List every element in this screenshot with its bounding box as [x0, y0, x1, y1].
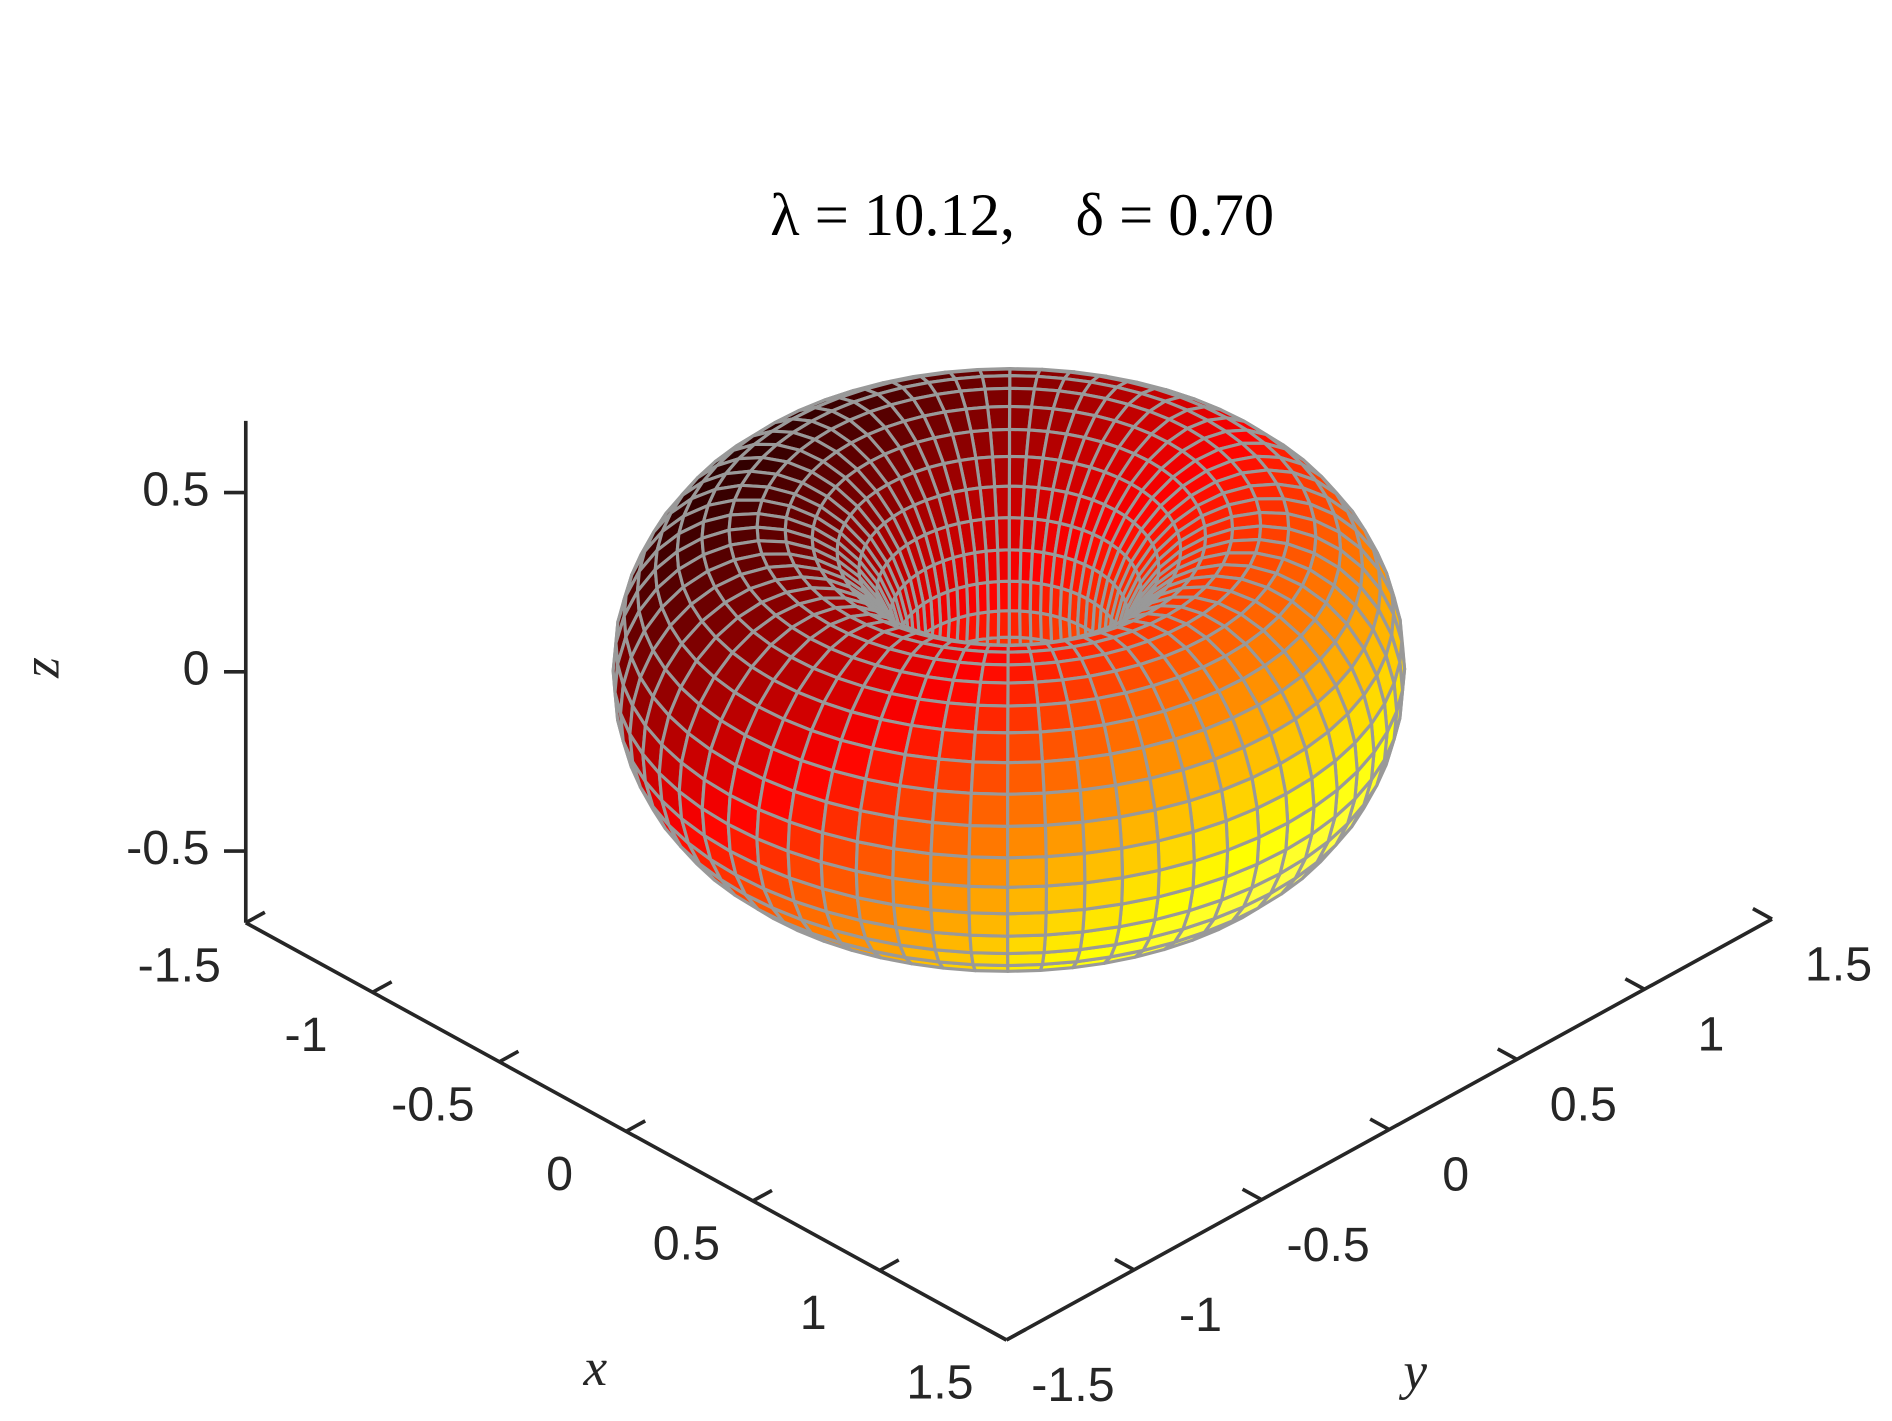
x-tick-label: 1 — [800, 1286, 827, 1340]
x-tick-label: -1.5 — [138, 938, 221, 992]
axes: -1.5 -1 -0.5 0 0.5 1 1.5 -1.5 -1 -0.5 0 0.5 1 1.5 -0.5… — [126, 420, 1872, 1412]
surface-face — [1006, 884, 1048, 916]
surface-face — [969, 760, 1010, 796]
y-tick-label: 1 — [1697, 1007, 1724, 1061]
surface-face — [933, 757, 975, 795]
y-tick-label: -1.5 — [1031, 1358, 1114, 1412]
surface-face — [968, 933, 1010, 956]
surface-face — [941, 701, 980, 734]
surface-face — [1006, 703, 1042, 735]
y-tick — [1496, 1047, 1518, 1061]
y-tick-label: -1 — [1179, 1288, 1222, 1342]
surface-face — [967, 855, 1010, 889]
y-tick-label: -0.5 — [1286, 1218, 1369, 1272]
x-tick — [878, 1258, 900, 1273]
surface-face — [1006, 933, 1047, 956]
surface-face — [1006, 911, 1048, 938]
y-tick — [1624, 977, 1646, 991]
surface-face — [1006, 760, 1046, 796]
y-tick — [986, 1327, 1008, 1342]
y-tick — [1369, 1117, 1391, 1132]
z-tick-label: -0.5 — [126, 821, 209, 875]
surface-face — [1040, 757, 1082, 795]
x-tick-label: 0 — [546, 1147, 573, 1201]
surface-face — [937, 728, 977, 764]
surface-face — [968, 791, 1010, 828]
y-tick — [1241, 1187, 1263, 1202]
z-axis-label: z — [11, 657, 70, 679]
x-axis — [244, 921, 1008, 1342]
y-tick-label: 1.5 — [1805, 937, 1872, 991]
surface-face — [967, 911, 1010, 938]
x-tick — [752, 1188, 773, 1203]
x-axis-label: x — [582, 1338, 607, 1397]
x-tick — [625, 1119, 647, 1133]
surface-face — [967, 884, 1010, 916]
y-tick-label: 0 — [1442, 1148, 1469, 1202]
surface-face — [1033, 678, 1070, 707]
surface-face — [1006, 730, 1044, 765]
surface-face — [931, 788, 973, 828]
surface-face — [973, 703, 1010, 735]
x-tick-label: -0.5 — [391, 1078, 474, 1132]
surface-face — [864, 746, 907, 788]
surface-face — [976, 680, 1010, 708]
chart-title: λ = 10.12, δ = 0.70 — [770, 182, 1274, 249]
surface-face — [929, 820, 972, 859]
surface-face — [1006, 662, 1038, 685]
surface-face — [1006, 855, 1048, 889]
surface-face — [1006, 680, 1040, 708]
y-tick — [1752, 907, 1773, 921]
y-axis-label: y — [1398, 1341, 1427, 1400]
surface-face — [898, 753, 941, 793]
surface-face — [1043, 820, 1086, 859]
surface-face — [1006, 791, 1047, 828]
surface-face — [1044, 851, 1087, 888]
x-tick-label: -1 — [285, 1008, 328, 1062]
z-tick-label: 0.5 — [142, 462, 209, 516]
z-tick-label: 0 — [183, 642, 210, 696]
x-tick — [498, 1049, 520, 1064]
surface-face — [1075, 752, 1118, 792]
x-tick — [371, 980, 393, 994]
surface-face — [1038, 727, 1079, 764]
surface-face — [971, 730, 1010, 765]
x-tick-label: 1.5 — [906, 1356, 973, 1410]
surface-face — [967, 823, 1010, 860]
surface-face — [1042, 788, 1085, 827]
surface-face — [1108, 746, 1152, 787]
surface-face — [979, 662, 1010, 685]
x-tick-label: 0.5 — [653, 1217, 720, 1271]
surface-face — [1036, 701, 1075, 734]
surface-face — [928, 881, 971, 915]
surface-face — [928, 852, 971, 888]
surface-face — [1006, 823, 1048, 860]
x-tick — [244, 910, 266, 925]
x-tick — [1005, 1327, 1027, 1342]
y-tick-label: 0.5 — [1550, 1078, 1617, 1132]
y-tick — [1114, 1257, 1135, 1272]
surface-face — [946, 678, 983, 707]
surface-face — [1044, 881, 1087, 915]
surface — [611, 367, 1407, 973]
